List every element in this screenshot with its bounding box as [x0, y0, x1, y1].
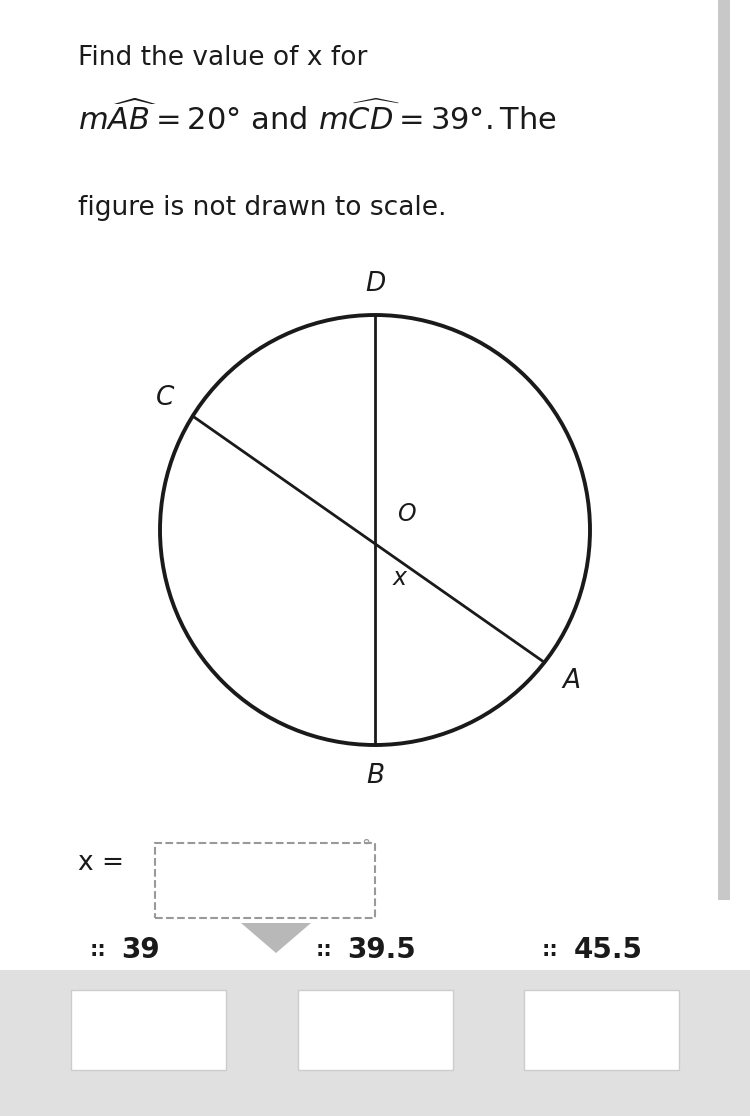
Text: Find the value of x for: Find the value of x for	[78, 45, 368, 71]
Text: A: A	[562, 667, 580, 694]
Text: 45.5: 45.5	[574, 936, 643, 964]
Bar	[155, 843, 375, 918]
Bar	[524, 990, 679, 1070]
Text: ::: ::	[542, 940, 559, 960]
Text: O: O	[397, 502, 416, 526]
Text: 39: 39	[122, 936, 160, 964]
Text: x =: x =	[78, 850, 124, 876]
Bar	[0, 970, 750, 1116]
Text: B: B	[366, 763, 384, 789]
Text: C: C	[156, 385, 175, 411]
Text: D: D	[364, 271, 386, 297]
Polygon shape	[241, 923, 311, 953]
Text: ::: ::	[89, 940, 106, 960]
Bar	[298, 990, 452, 1070]
Bar	[71, 990, 226, 1070]
Bar	[718, 0, 730, 899]
Text: 39.5: 39.5	[347, 936, 416, 964]
Text: ::: ::	[316, 940, 332, 960]
Text: figure is not drawn to scale.: figure is not drawn to scale.	[78, 195, 446, 221]
Text: x: x	[393, 566, 407, 589]
Text: °: °	[361, 838, 370, 856]
Text: $m\widehat{AB} = 20°\ \mathrm{and}\ m\widehat{CD} = 39°\mathrm{. The}$: $m\widehat{AB} = 20°\ \mathrm{and}\ m\wi…	[78, 100, 557, 136]
